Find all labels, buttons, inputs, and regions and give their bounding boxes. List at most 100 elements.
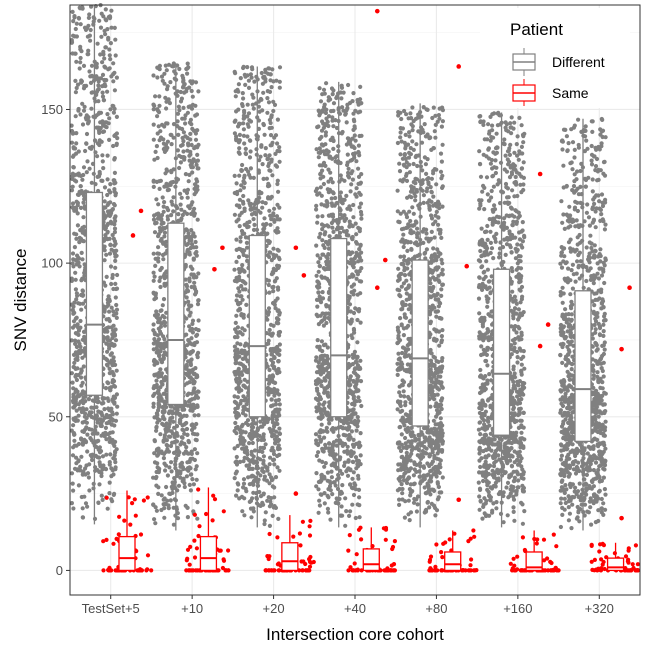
data-point-different [354,360,359,365]
data-point-different [157,67,162,72]
data-point-different [164,421,169,426]
data-point-different [155,420,160,425]
data-point-different [327,449,332,454]
data-point-different [439,398,444,403]
data-point-different [156,337,162,342]
data-point-different [175,148,180,153]
data-point-different [350,177,355,182]
data-point-different [241,65,246,71]
data-point-different [349,389,354,394]
data-point-different [334,416,339,421]
data-point-different [268,78,273,83]
data-point-different [404,446,409,451]
data-point-different [112,243,117,248]
data-point-different [156,259,161,264]
data-point-different [96,128,102,133]
data-point-different [184,284,190,289]
data-point-different [187,250,192,255]
data-point-different [232,267,237,272]
data-point-different [103,45,108,50]
data-point-different [162,71,167,76]
data-point-different [157,466,162,471]
data-point-different [105,202,110,207]
data-point-different [330,190,336,195]
data-point-different [251,175,256,180]
data-point-different [73,114,78,119]
data-point-different [107,462,112,467]
data-point-different [238,239,243,244]
data-point-different [358,443,363,448]
data-point-different [275,181,280,187]
data-point-different [338,424,343,430]
data-point-different [343,111,348,116]
data-point-different [241,201,246,206]
data-point-different [178,160,183,165]
data-point-different [152,460,158,465]
data-point-different [242,455,247,460]
data-point-different [109,281,114,287]
data-point-different [105,337,110,342]
data-point-different [254,197,259,202]
data-point-different [352,288,357,293]
data-point-different [188,361,193,366]
data-point-different [325,429,330,434]
data-point-different [355,354,360,359]
data-point-different [111,79,116,84]
data-point-different [234,275,239,280]
data-point-different [94,414,99,419]
data-point-different [102,185,108,190]
data-point-different [180,427,185,432]
data-point-different [439,124,444,129]
data-point-different [193,239,198,245]
data-point-different [161,502,166,507]
data-point-different [261,176,266,181]
data-point-different [347,224,352,229]
data-point-different [248,175,253,180]
data-point-different [99,11,104,16]
data-point-different [431,246,436,251]
data-point-different [238,459,243,464]
jitter-points [69,3,641,573]
data-point-different [79,250,84,255]
data-point-different [237,213,242,218]
data-point-different [316,124,321,129]
data-point-different [73,341,78,346]
data-point-different [157,186,162,191]
data-point-different [85,471,91,476]
data-point-different [110,362,115,367]
data-point-different [192,192,197,197]
data-point-different [104,412,109,418]
data-point-different [267,374,272,379]
data-point-different [241,459,246,464]
data-point-different [104,452,109,457]
data-point-different [80,442,85,447]
data-point-different [194,333,199,338]
data-point-different [90,452,95,457]
data-point-different [265,156,270,161]
data-point-different [107,309,112,314]
data-point-different [97,18,102,23]
data-point-different [242,206,247,211]
data-point-different [242,72,247,77]
data-point-different [353,366,358,371]
data-point-different [89,410,94,415]
data-point-different [432,129,437,134]
data-point-different [347,513,352,519]
data-point-different [353,192,358,197]
data-point-different [357,398,362,404]
data-point-different [261,458,266,463]
data-point-different [179,154,184,160]
data-point-different [243,146,248,151]
data-point-different [70,171,75,176]
data-point-different [254,147,259,152]
data-point-different [179,435,184,440]
data-point-different [72,360,77,365]
data-point-different [160,122,165,127]
data-point-different [341,432,346,437]
data-point-different [269,113,274,118]
data-point-different [314,405,319,410]
data-point-different [345,473,351,478]
data-point-different [242,141,247,146]
data-point-different [402,312,407,317]
data-point-different [78,60,83,65]
